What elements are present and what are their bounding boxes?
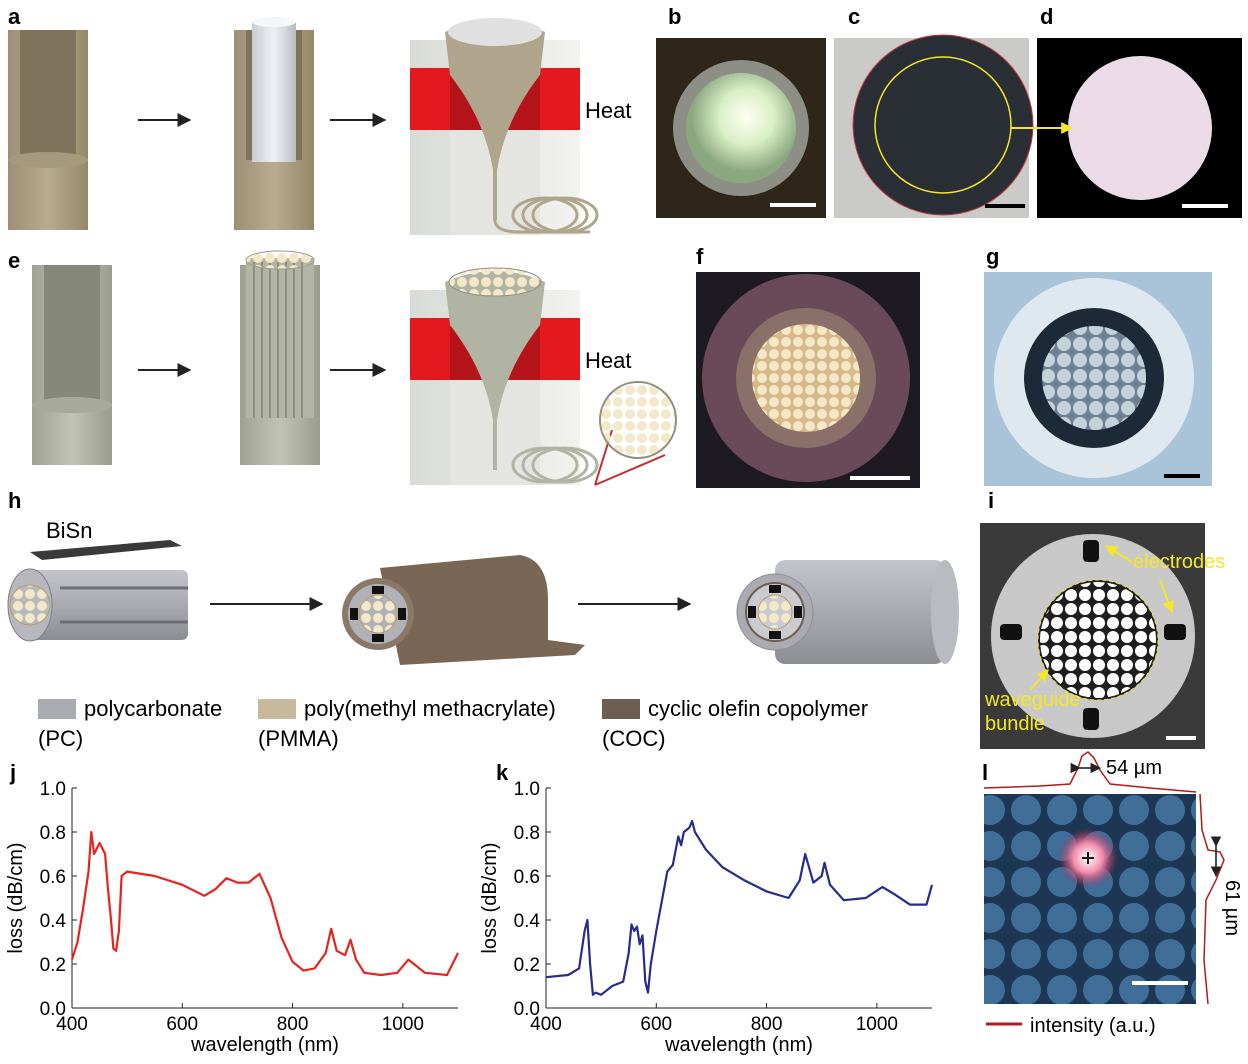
x-tick-label: 400: [530, 1014, 562, 1035]
loss-line: [546, 821, 932, 995]
panel-label: l: [982, 760, 988, 785]
y-tick-label: 0.8: [40, 823, 66, 844]
figure: Heat Heat BiSn electrodes waveguide bund…: [0, 0, 1248, 1059]
width-label: 54 µm: [1106, 757, 1162, 779]
panel-label: c: [848, 4, 860, 29]
x-tick-label: 800: [277, 1014, 309, 1035]
assembly-illustration: [8, 540, 959, 665]
bisn-label: BiSn: [46, 518, 92, 543]
heat-label: Heat: [585, 98, 631, 123]
panel-label: b: [668, 4, 681, 29]
panel-label: e: [8, 248, 20, 273]
loss-line: [72, 832, 458, 975]
bundle-label: bundle: [985, 713, 1045, 735]
x-tick-label: 600: [166, 1014, 198, 1035]
x-tick-label: 800: [751, 1014, 783, 1035]
x-tick-label: 600: [640, 1014, 672, 1035]
x-axis-label: wavelength (nm): [190, 1034, 339, 1056]
legend-swatch: [258, 699, 296, 719]
width-label: 61 µm: [1221, 880, 1243, 936]
y-axis-label: loss (dB/cm): [5, 842, 27, 953]
legend-text: poly(methyl methacrylate): [304, 696, 556, 721]
x-tick-label: 400: [56, 1014, 88, 1035]
x-axis-label: wavelength (nm): [664, 1034, 813, 1056]
y-tick-label: 0.2: [514, 955, 540, 976]
panel-label: f: [696, 244, 704, 269]
legend-text: (COC): [602, 726, 666, 751]
legend-text: (PMMA): [258, 726, 339, 751]
y-tick-label: 0.4: [514, 911, 541, 932]
photos: [656, 35, 1242, 488]
y-tick-label: 1.0: [40, 779, 66, 800]
legend-text: polycarbonate: [84, 696, 222, 721]
heat-label: Heat: [585, 348, 631, 373]
y-axis-label: loss (dB/cm): [479, 842, 501, 953]
legend-text: (PC): [38, 726, 83, 751]
x-tick-label: 1000: [856, 1014, 898, 1035]
y-tick-label: 0.8: [514, 823, 540, 844]
panel-label: j: [9, 760, 16, 785]
x-tick-label: 1000: [382, 1014, 424, 1035]
legend-swatch: [38, 699, 76, 719]
bundle-label: waveguide: [984, 689, 1081, 711]
legend-swatch: [602, 699, 640, 719]
panel-label: a: [8, 4, 21, 29]
preform-illustration: [8, 17, 597, 235]
legend-text: cyclic olefin copolymer: [648, 696, 868, 721]
panel-label: k: [496, 760, 509, 785]
electrodes-label: electrodes: [1133, 551, 1225, 573]
y-tick-label: 0.2: [40, 955, 66, 976]
bundle-illustration: [32, 251, 676, 485]
panel-label: h: [8, 488, 21, 513]
y-tick-label: 1.0: [514, 779, 540, 800]
page: Heat Heat BiSn electrodes waveguide bund…: [0, 0, 1248, 1064]
mode-image: [984, 752, 1224, 1024]
panel-label: d: [1040, 4, 1053, 29]
y-tick-label: 0.6: [514, 867, 540, 888]
y-tick-label: 0.4: [40, 911, 67, 932]
y-tick-label: 0.6: [40, 867, 66, 888]
panel-label: i: [988, 488, 994, 513]
panel-label: g: [986, 244, 999, 269]
intensity-legend: intensity (a.u.): [1030, 1015, 1156, 1037]
